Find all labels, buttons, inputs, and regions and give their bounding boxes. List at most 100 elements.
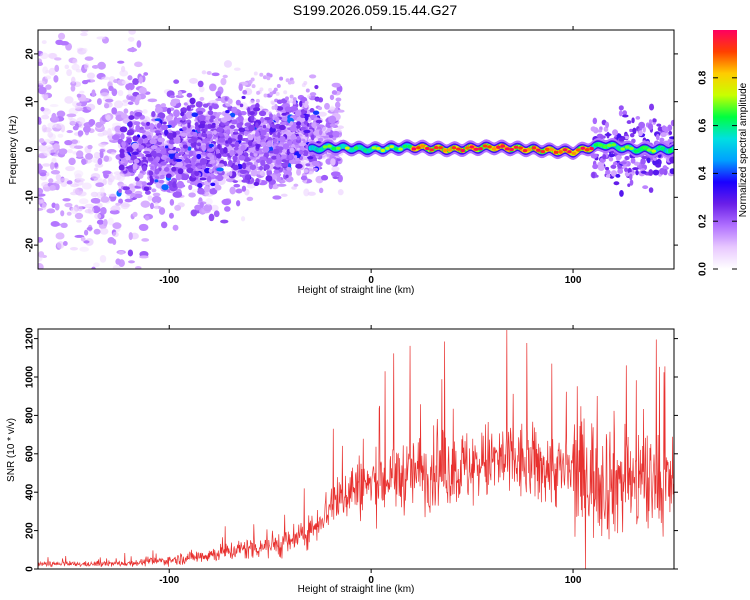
spectrogram-cell [199,177,207,181]
spectrogram-cell [114,2,121,5]
spectrogram-cell [231,106,238,113]
spectrogram-cell [500,144,506,148]
spectrogram-cell [132,211,138,217]
spectrogram-cell [118,164,125,171]
spectrogram-cell [213,130,217,135]
spectrogram-cell [50,221,60,227]
spectrogram-cell [154,106,163,114]
spectrogram-cell [143,72,149,76]
spectrogram-cell [172,131,177,138]
spectrogram-cell [269,91,274,96]
spectrogram-cell [276,176,281,183]
spectrogram-cell [189,77,198,84]
spectrogram-cell [59,40,69,46]
spectrogram-cell [615,146,621,150]
spectrogram-cell [112,222,122,230]
spectrogram-cell [80,30,89,33]
colorbar-label: Normalized spectral amplitude [738,82,749,217]
spectrogram-cell [624,145,630,149]
spectrogram-cell [122,186,130,191]
spectrogram-cell [274,116,280,122]
spectrogram-cell [312,110,320,115]
spectrogram-cell [154,176,160,179]
spectrogram-cell [112,12,116,15]
spectrogram-cell [223,124,232,131]
spectrogram-cell [177,168,184,175]
spectrogram-cell [143,150,151,154]
spectrogram-cell [148,170,154,176]
spectrogram-cell [66,130,73,134]
spectrogram-cell [133,271,139,277]
y-tick-label: 10 [25,96,36,108]
spectrogram-cell [185,157,189,164]
spectrogram-cell [307,156,314,160]
spectrogram-cell [605,169,611,175]
spectrogram-cell [402,144,408,148]
spectrogram-cell [191,156,197,162]
spectrogram-cell [38,163,43,172]
spectrogram-cell [100,206,107,215]
snr-line [38,329,674,569]
spectrogram-cell [328,115,337,124]
spectrogram-cell [248,124,255,132]
spectrogram-cell [571,151,577,155]
spectrogram-cell [235,200,241,207]
spectrogram-cell [299,117,306,123]
spectrogram-cell [211,72,220,77]
spectrogram-cell [223,60,233,68]
spectrogram-cell [64,202,73,208]
spectrogram-cell [161,184,169,191]
spectrogram-cell [140,200,151,208]
spectrogram-cell [255,122,259,129]
spectrogram-cell [309,92,317,97]
spectrogram-cell [97,132,105,137]
spectrogram-cell [205,163,213,167]
spectrogram-cell [268,163,274,170]
spectrogram-cell [82,47,88,53]
spectrogram-cell [619,189,624,197]
spectrogram-cell [108,85,114,91]
spectrogram-cell [166,107,172,115]
spectrogram-cell [627,183,631,187]
spectrogram-cell [259,72,264,77]
spectrogram-cell [647,123,654,131]
spectrogram-cell [210,182,216,187]
spectrogram-cell [102,178,107,186]
spectrogram-cell [255,102,260,109]
spectrogram-cell [199,158,208,165]
spectrogram-cell [48,178,54,184]
spectrogram-cell [141,238,150,242]
spectrogram-cell [93,167,99,172]
spectrogram-cell [243,157,251,162]
spectrogram-cell [46,208,56,214]
spectrogram-cell [652,118,657,123]
spectrogram-cell [73,145,84,149]
spectrogram-cell [53,75,59,83]
spectrogram-cell [268,87,273,92]
spectrogram-cell [109,207,118,211]
spectrogram-cell [128,96,134,100]
spectrogram-cell [133,158,140,164]
spectrogram-cell [112,231,119,238]
spectrogram-cell [648,187,654,193]
spectrogram-cell [594,174,599,178]
spectrogram-cell [225,109,230,114]
spectrogram-cell [60,210,65,217]
spectrogram-cell [149,202,154,210]
spectrogram-cell [204,124,208,131]
spectrogram-cell [38,187,44,195]
spectrogram-cell [213,210,220,218]
spectrogram-cell [126,131,133,136]
y-tick-label: 1000 [25,365,36,388]
spectrogram-cell [196,142,201,147]
spectrogram-cell [313,167,319,171]
spectrogram-cell [121,113,128,119]
spectrogram-cell [246,161,253,166]
spectrogram-cell [278,124,286,131]
spectrogram-cell [275,145,280,149]
spectrogram-cell [181,172,190,181]
spectrogram-cell [337,189,344,196]
spectrogram-cell [66,211,72,216]
spectrogram-cell [289,121,294,125]
spectrogram-cell [209,118,214,123]
